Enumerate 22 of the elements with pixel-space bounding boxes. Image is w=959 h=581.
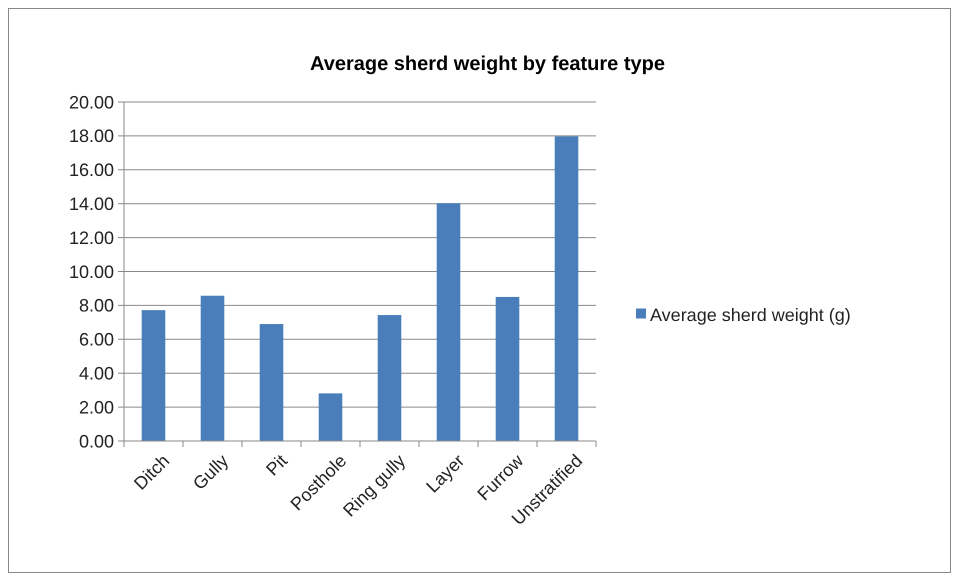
y-tick-label: 10.00 (68, 262, 114, 282)
y-tick-label: 12.00 (68, 228, 114, 248)
y-tick-label: 0.00 (78, 431, 114, 452)
y-tick-label: 14.00 (68, 194, 114, 214)
y-tick-label: 20.00 (68, 92, 114, 112)
chart-title: Average sherd weight by feature type (310, 53, 665, 75)
bar (200, 296, 224, 441)
y-tick-label: 6.00 (78, 330, 114, 350)
y-tick-label: 2.00 (78, 397, 114, 418)
bar (318, 393, 342, 441)
y-tick-label: 16.00 (68, 160, 114, 180)
bar (260, 324, 284, 441)
y-tick-label: 18.00 (68, 126, 114, 146)
bar (554, 136, 578, 441)
bar (378, 315, 402, 441)
y-tick-label: 4.00 (78, 364, 114, 384)
bar (496, 296, 520, 441)
legend-label: Average sherd weight (g) (650, 304, 851, 325)
bar (142, 310, 166, 441)
bar (436, 203, 460, 441)
y-tick-label: 8.00 (78, 296, 114, 316)
x-tick-label: Pit (262, 450, 292, 480)
